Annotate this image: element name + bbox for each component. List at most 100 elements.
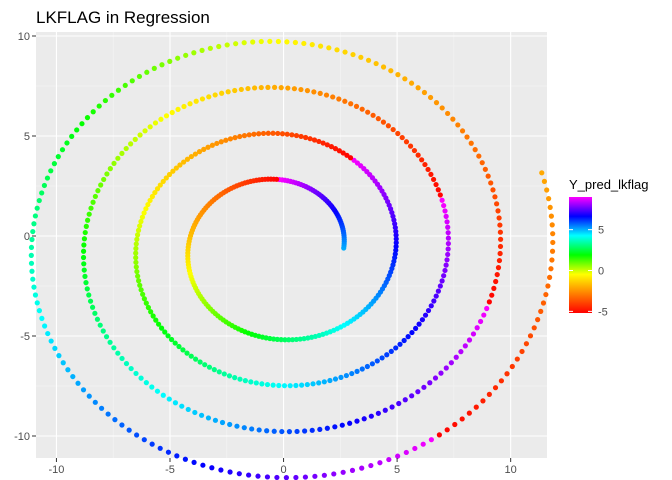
data-point [496, 257, 503, 264]
data-point [390, 126, 396, 133]
data-point [442, 267, 448, 274]
data-point [184, 350, 190, 356]
data-point [103, 334, 110, 340]
data-point [98, 182, 104, 188]
data-point [466, 337, 473, 343]
data-point [444, 257, 450, 263]
data-point [276, 382, 282, 389]
data-point [293, 382, 299, 389]
y-tick-label: 0 [24, 231, 30, 243]
data-point [174, 453, 180, 459]
data-point [361, 416, 367, 422]
data-point [92, 193, 98, 200]
data-point [140, 291, 146, 297]
data-point [115, 350, 121, 356]
data-point [317, 43, 324, 49]
data-point [45, 330, 51, 337]
data-point [149, 441, 155, 447]
data-point [395, 453, 401, 459]
data-point [425, 307, 432, 314]
data-point [226, 373, 233, 379]
data-point [211, 367, 217, 373]
data-point [80, 387, 87, 393]
data-point [107, 339, 113, 345]
data-point [443, 262, 449, 268]
data-point [97, 322, 103, 328]
data-point [373, 60, 379, 67]
data-point [187, 101, 193, 107]
data-point [413, 325, 419, 332]
data-point [173, 165, 179, 171]
data-point [249, 426, 255, 432]
data-point [393, 240, 399, 246]
data-point [102, 97, 108, 104]
data-point [486, 391, 492, 397]
data-point [332, 146, 339, 152]
data-point [135, 227, 142, 233]
data-point [549, 222, 555, 228]
data-point [92, 399, 98, 405]
data-point [495, 265, 502, 271]
data-point [271, 84, 278, 90]
data-point [468, 140, 474, 146]
data-point [509, 363, 515, 370]
data-point [184, 156, 191, 162]
data-point [327, 377, 333, 384]
data-point [416, 321, 422, 327]
data-point [96, 103, 102, 109]
data-point [79, 121, 85, 127]
data-point [81, 267, 87, 273]
data-point [141, 437, 147, 443]
data-point [385, 123, 391, 129]
data-point [202, 362, 208, 368]
data-point [264, 474, 271, 480]
data-point [199, 96, 206, 102]
data-point [270, 336, 277, 342]
data-point [466, 410, 472, 416]
data-point [105, 411, 111, 417]
data-point [166, 396, 172, 402]
data-point [464, 134, 470, 140]
data-point [289, 337, 296, 343]
data-point [154, 388, 161, 394]
data-point [227, 469, 233, 475]
data-point [546, 196, 552, 202]
data-point [133, 241, 139, 247]
data-point [169, 109, 175, 116]
data-point [80, 248, 87, 254]
data-point [32, 213, 38, 219]
data-point [39, 315, 45, 321]
data-point [340, 150, 346, 156]
data-point [133, 255, 139, 261]
data-point [165, 449, 172, 455]
data-point [31, 284, 37, 290]
data-point [445, 246, 451, 252]
data-point [369, 361, 375, 367]
data-point [147, 124, 153, 130]
data-point [415, 389, 421, 395]
data-point [181, 159, 187, 165]
data-point [311, 137, 318, 143]
data-point [193, 356, 199, 362]
data-point [143, 300, 149, 306]
data-point [299, 382, 305, 388]
data-point [473, 404, 479, 410]
data-point [112, 417, 118, 423]
y-tick-label: -10 [14, 431, 30, 443]
data-point [358, 54, 364, 60]
data-point [439, 278, 445, 284]
data-point [141, 296, 147, 302]
data-point [149, 193, 155, 200]
data-point [422, 312, 429, 318]
data-point [216, 43, 222, 50]
data-point [129, 78, 135, 84]
data-point [172, 400, 179, 406]
data-point [316, 138, 322, 145]
data-point [428, 303, 434, 309]
data-point [136, 73, 143, 80]
data-point [182, 456, 188, 462]
data-point [547, 204, 553, 210]
data-point [452, 421, 458, 428]
data-point [133, 264, 139, 270]
data-point [234, 423, 240, 429]
